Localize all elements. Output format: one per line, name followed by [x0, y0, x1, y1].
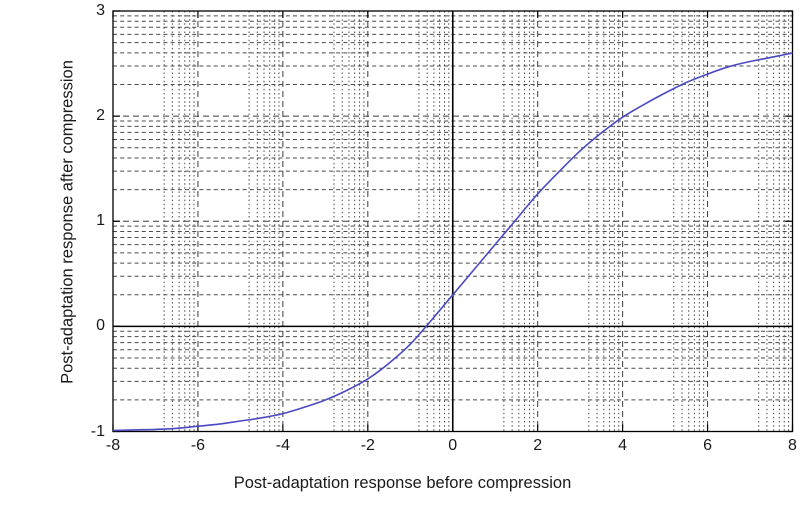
y-tick-label: 3	[96, 2, 105, 19]
y-tick-label: 2	[96, 107, 105, 125]
x-tick-label: 6	[703, 437, 713, 454]
x-tick-label: -8	[105, 437, 121, 454]
x-tick-label: 8	[788, 437, 797, 454]
data-curve	[112, 52, 793, 432]
x-axis-title: Post-adaptation response before compress…	[233, 474, 572, 492]
x-tick-label: -6	[190, 437, 206, 454]
x-tick-label: 0	[448, 437, 458, 454]
x-tick-label: -4	[275, 437, 290, 454]
y-axis-title: Post-adaptation response after compressi…	[58, 60, 77, 384]
x-tick-label: 2	[533, 437, 543, 454]
y-tick-label: 1	[96, 212, 105, 230]
x-tick-label: 4	[618, 437, 628, 454]
x-tick-label: -2	[360, 437, 375, 454]
y-tick-label: -1	[90, 422, 105, 440]
y-tick-label: 0	[96, 317, 105, 335]
